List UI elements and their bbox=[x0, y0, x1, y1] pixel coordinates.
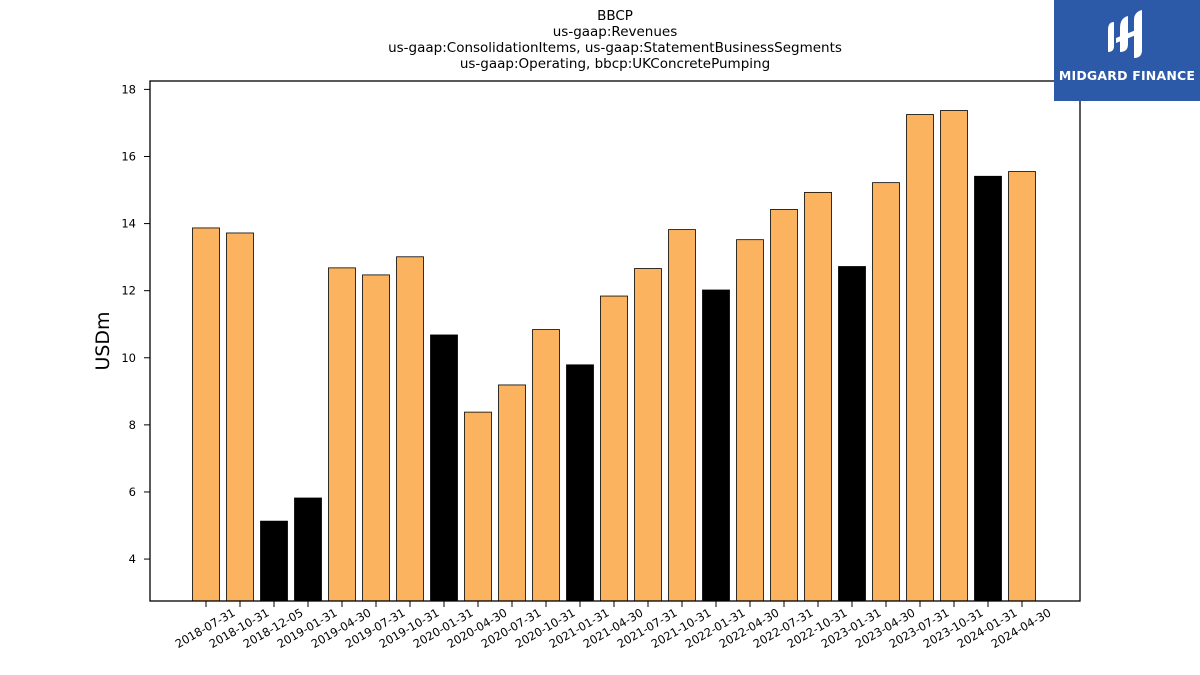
bar bbox=[464, 411, 492, 602]
y-tick-label: 6 bbox=[129, 485, 136, 499]
bar bbox=[430, 334, 458, 602]
bar bbox=[872, 182, 900, 602]
y-axis-label: USDm bbox=[92, 311, 114, 370]
y-tick-label: 14 bbox=[121, 217, 136, 231]
bars bbox=[192, 110, 1036, 602]
chart-title: BBCPus-gaap:Revenuesus-gaap:Consolidatio… bbox=[388, 8, 842, 72]
bar bbox=[566, 364, 594, 602]
bar bbox=[260, 520, 288, 602]
y-tick-label: 8 bbox=[129, 418, 136, 432]
bar bbox=[328, 267, 356, 602]
bar bbox=[294, 497, 322, 602]
bar bbox=[192, 227, 220, 602]
y-tick-label: 4 bbox=[129, 552, 136, 566]
midgard-logo-icon bbox=[1108, 10, 1142, 58]
bar bbox=[396, 256, 424, 602]
bar bbox=[906, 114, 934, 602]
logo-text: MIDGARD FINANCE bbox=[1058, 68, 1196, 83]
brand-logo: MIDGARD FINANCE bbox=[1054, 0, 1200, 101]
chart-title-line: us-gaap:Revenues bbox=[553, 24, 678, 40]
bar bbox=[736, 239, 764, 602]
bar bbox=[226, 232, 254, 602]
bar bbox=[668, 229, 696, 602]
bar bbox=[804, 191, 832, 602]
bar bbox=[940, 110, 968, 602]
y-axis: 4 6 8 10 12 14 16 18 bbox=[121, 82, 150, 566]
x-axis: 2018-07-312018-10-312018-12-052019-01-31… bbox=[173, 601, 1054, 651]
bar bbox=[600, 295, 628, 602]
bar bbox=[770, 209, 798, 602]
bar bbox=[362, 274, 390, 602]
y-tick-label: 18 bbox=[121, 82, 136, 96]
y-tick-label: 10 bbox=[121, 351, 136, 365]
bar bbox=[634, 268, 662, 602]
bar bbox=[702, 289, 730, 602]
y-tick-label: 12 bbox=[121, 284, 136, 298]
chart-title-line: us-gaap:ConsolidationItems, us-gaap:Stat… bbox=[388, 40, 842, 56]
bar bbox=[498, 384, 526, 602]
bar bbox=[838, 266, 866, 602]
y-tick-label: 16 bbox=[121, 149, 136, 163]
chart-title-line: us-gaap:Operating, bbcp:UKConcretePumpin… bbox=[460, 56, 770, 72]
bar bbox=[974, 175, 1002, 602]
bar bbox=[532, 329, 560, 602]
bar bbox=[1008, 171, 1036, 602]
plot-frame bbox=[149, 80, 1081, 602]
chart-title-line: BBCP bbox=[597, 8, 633, 24]
